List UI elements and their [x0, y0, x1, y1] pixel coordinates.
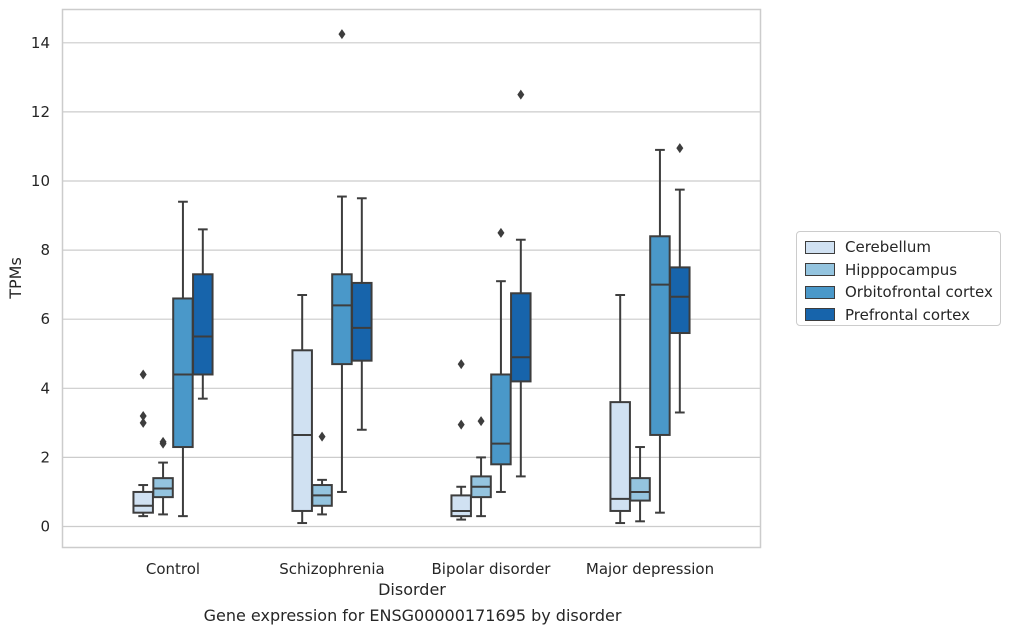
- box-cerebellum: [450, 359, 472, 521]
- box-iqr: [450, 494, 472, 518]
- legend-item: Prefrontal cortex: [805, 304, 992, 327]
- y-axis-label: TPMs: [6, 257, 25, 300]
- box-iqr: [132, 490, 154, 514]
- legend-label: Hipppocampus: [845, 260, 958, 279]
- outlier-point: [477, 416, 485, 427]
- y-tick-label: 6: [40, 310, 50, 328]
- y-tick-labels: 0 2 4 6 8 10 12 14: [31, 34, 50, 536]
- box-iqr: [490, 373, 512, 466]
- box-iqr: [609, 401, 631, 512]
- outlier-point: [139, 410, 147, 421]
- box-orbitofrontal-cortex: [490, 227, 512, 493]
- legend-item: Cerebellum: [805, 236, 992, 259]
- x-tick-label: Major depression: [586, 560, 714, 578]
- legend-label: Prefrontal cortex: [845, 305, 970, 324]
- box-iqr: [291, 349, 313, 512]
- box-hipppocampus: [629, 446, 651, 523]
- legend-item: Hipppocampus: [805, 259, 992, 282]
- outlier-point: [159, 438, 167, 449]
- legend-label: Orbitofrontal cortex: [845, 283, 993, 302]
- box-iqr: [192, 273, 214, 376]
- outlier-point: [676, 143, 684, 154]
- box-cerebellum: [291, 294, 313, 525]
- legend-swatch: [805, 308, 835, 322]
- box-series: [132, 29, 691, 525]
- box-iqr: [649, 235, 671, 436]
- y-tick-label: 0: [40, 518, 50, 536]
- legend: Cerebellum Hipppocampus Orbitofrontal cort…: [796, 231, 1001, 326]
- box-iqr: [172, 297, 194, 449]
- legend-swatch: [805, 285, 835, 299]
- box-orbitofrontal-cortex: [331, 29, 353, 493]
- box-hipppocampus: [152, 436, 174, 516]
- box-iqr: [629, 477, 651, 502]
- box-prefrontal-cortex: [351, 197, 373, 431]
- y-tick-label: 2: [40, 448, 50, 466]
- outlier-point: [457, 359, 465, 370]
- x-tick-label: Schizophrenia: [279, 560, 384, 578]
- box-prefrontal-cortex: [192, 228, 214, 400]
- x-axis-label: Disorder: [378, 580, 446, 599]
- legend-item: Orbitofrontal cortex: [805, 281, 993, 304]
- y-tick-label: 14: [31, 34, 50, 52]
- box-cerebellum: [609, 294, 631, 525]
- y-tick-label: 4: [40, 379, 50, 397]
- y-tick-label: 10: [31, 172, 50, 190]
- plot-area-frame: [61, 8, 762, 549]
- outlier-point: [457, 419, 465, 430]
- legend-label: Cerebellum: [845, 238, 931, 257]
- legend-swatch: [805, 263, 835, 277]
- box-hipppocampus: [470, 416, 492, 518]
- outlier-point: [139, 369, 147, 380]
- box-prefrontal-cortex: [510, 89, 532, 478]
- x-tick-labels: Control Schizophrenia Bipolar disorder Majo…: [146, 560, 714, 578]
- outlier-point: [139, 417, 147, 428]
- box-orbitofrontal-cortex: [172, 200, 194, 518]
- legend-swatch: [805, 240, 835, 254]
- chart-caption: Gene expression for ENSG00000171695 by d…: [203, 606, 622, 625]
- outlier-point: [318, 431, 326, 442]
- box-orbitofrontal-cortex: [649, 148, 671, 514]
- box-iqr: [351, 281, 373, 362]
- box-iqr: [669, 266, 691, 335]
- outlier-point: [517, 89, 525, 100]
- x-tick-label: Control: [146, 560, 200, 578]
- y-tick-label: 8: [40, 241, 50, 259]
- outlier-point: [338, 29, 346, 40]
- y-tick-label: 12: [31, 103, 50, 121]
- box-iqr: [510, 292, 532, 383]
- box-hipppocampus: [311, 431, 333, 516]
- box-prefrontal-cortex: [669, 143, 691, 414]
- box-cerebellum: [132, 369, 154, 518]
- x-tick-label: Bipolar disorder: [432, 560, 552, 578]
- box-iqr: [331, 273, 353, 366]
- outlier-point: [497, 227, 505, 238]
